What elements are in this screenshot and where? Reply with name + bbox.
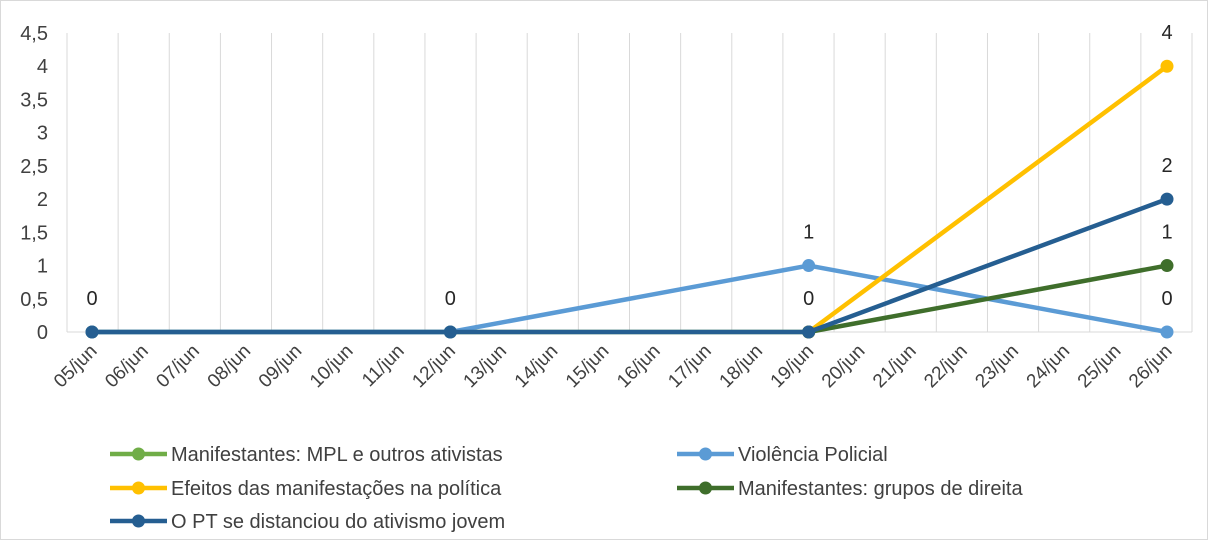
data-point <box>802 325 816 339</box>
data-point <box>85 325 99 339</box>
y-tick-label: 0,5 <box>20 289 48 311</box>
data-label: 0 <box>1161 288 1172 310</box>
legend-marker <box>132 514 145 528</box>
data-point <box>443 325 457 339</box>
data-point <box>1160 192 1174 206</box>
data-point <box>1160 325 1174 339</box>
legend-label: Efeitos das manifestações na política <box>171 478 502 500</box>
data-label: 4 <box>1161 22 1172 44</box>
gridlines <box>66 33 1193 332</box>
legend-marker <box>132 481 145 495</box>
legend-item: Manifestantes: MPL e outros ativistas <box>110 444 503 466</box>
data-point <box>802 259 816 273</box>
data-label: 1 <box>803 222 814 244</box>
data-label: 0 <box>445 288 456 310</box>
series-line <box>89 196 1170 335</box>
data-label: 0 <box>86 288 97 310</box>
y-tick-label: 0 <box>37 322 48 344</box>
legend-item: Manifestantes: grupos de direita <box>677 478 1023 500</box>
series-o-pt-se-distanciou-do-ativismo-jovem <box>85 192 1174 339</box>
legend-marker <box>699 447 712 461</box>
legend-label: O PT se distanciou do ativismo jovem <box>171 511 505 533</box>
legend-label: Manifestantes: MPL e outros ativistas <box>171 444 503 466</box>
data-label: 0 <box>803 288 814 310</box>
series-lines <box>85 59 1174 339</box>
series-line <box>806 63 1170 335</box>
y-tick-label: 4,5 <box>20 23 48 45</box>
y-tick-label: 3 <box>37 123 48 145</box>
y-tick-label: 4 <box>37 56 48 78</box>
data-label: 1 <box>1161 222 1172 244</box>
legend: Manifestantes: MPL e outros ativistas Vio… <box>110 444 1023 533</box>
legend-item: Efeitos das manifestações na política <box>110 478 502 500</box>
y-tick-label: 1,5 <box>20 222 48 244</box>
data-labels: 0 0 1 0 4 2 1 0 <box>86 22 1172 310</box>
data-point <box>1160 59 1174 73</box>
series-line <box>806 263 1170 335</box>
legend-label: Manifestantes: grupos de direita <box>738 478 1023 500</box>
legend-marker <box>699 481 712 495</box>
y-tick-label: 3,5 <box>20 89 48 111</box>
y-tick-label: 1 <box>37 256 48 278</box>
legend-item: O PT se distanciou do ativismo jovem <box>110 511 505 533</box>
data-label: 2 <box>1161 155 1172 177</box>
y-tick-label: 2,5 <box>20 156 48 178</box>
legend-marker <box>132 447 145 461</box>
legend-item: Violência Policial <box>677 444 888 466</box>
legend-label: Violência Policial <box>738 444 888 466</box>
y-tick-label: 2 <box>37 189 48 211</box>
data-point <box>1160 259 1174 273</box>
